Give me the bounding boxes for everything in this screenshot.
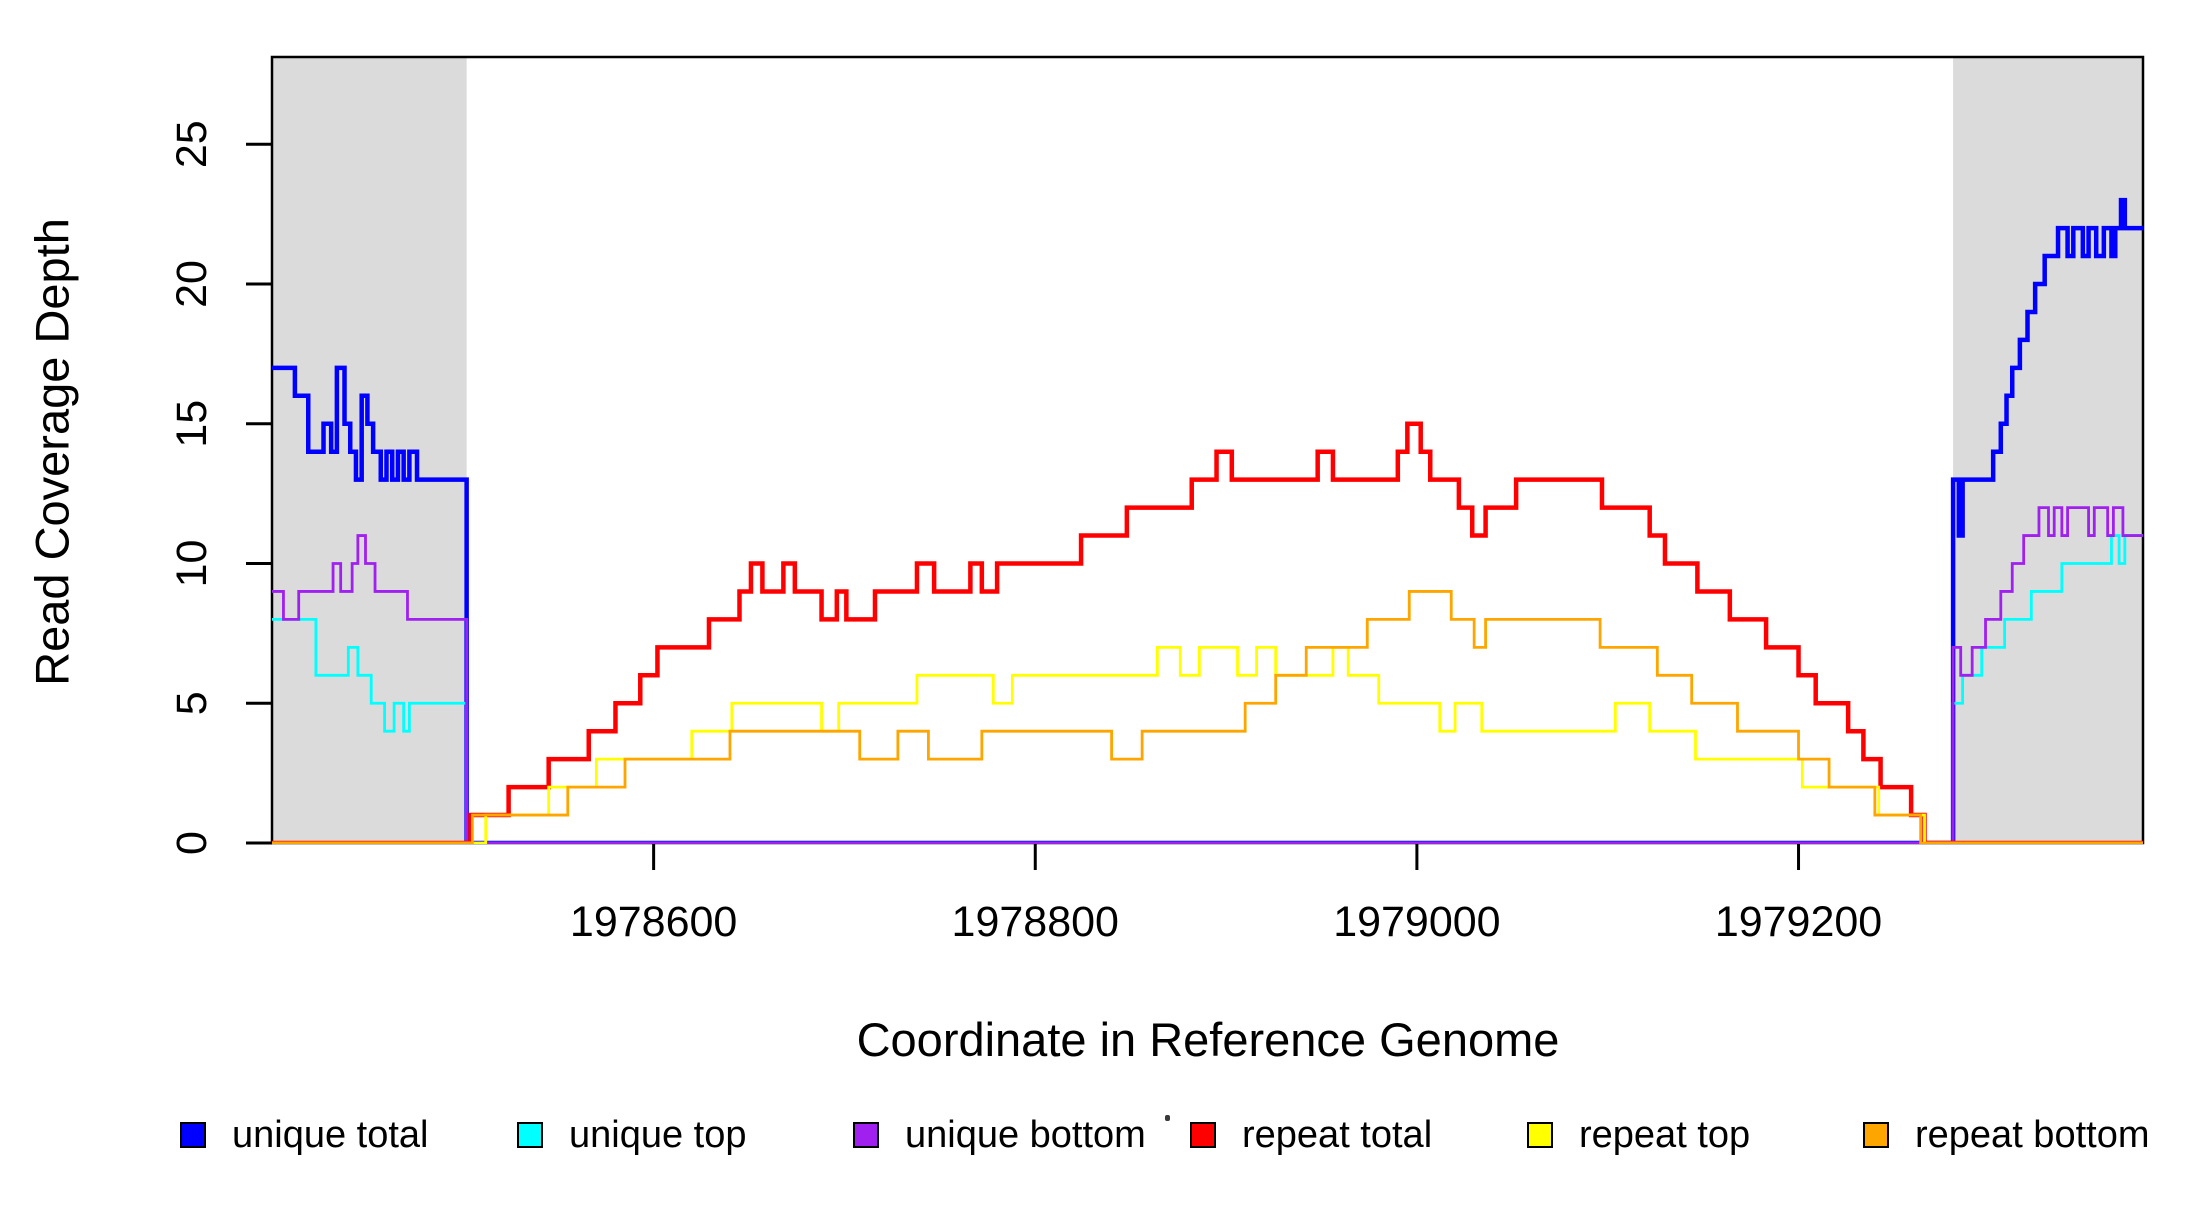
series-unique-total (272, 197, 2143, 844)
unique-total-swatch-icon (180, 1122, 206, 1148)
legend-entry-repeat-total: repeat total (1190, 1112, 1432, 1158)
legend: unique total unique top unique bottom re… (0, 1112, 2200, 1158)
unique-bottom-swatch-icon (853, 1122, 879, 1148)
x-axis-title: Coordinate in Reference Genome (856, 1013, 1560, 1066)
legend-label: repeat top (1579, 1114, 1751, 1156)
x-tick-label: 1979200 (1715, 898, 1882, 946)
legend-label: unique bottom (905, 1114, 1146, 1156)
series-unique-bottom (272, 506, 2143, 844)
y-tick-label: 10 (168, 540, 216, 588)
legend-label: repeat bottom (1915, 1114, 2150, 1156)
x-tick-label: 1978800 (952, 898, 1119, 946)
y-tick-label: 15 (168, 400, 216, 448)
series-group (272, 197, 2143, 844)
legend-entry-repeat-top: repeat top (1527, 1112, 1750, 1158)
legend-label: unique top (569, 1114, 747, 1156)
legend-entry-unique-total: unique total (180, 1112, 429, 1158)
x-tick-label: 1978600 (570, 898, 737, 946)
series-repeat-bottom (272, 590, 2143, 844)
series-unique-top (272, 534, 2143, 844)
repeat-bottom-swatch-icon (1863, 1122, 1889, 1148)
legend-label: unique total (232, 1114, 429, 1156)
series-repeat-top (272, 645, 2143, 844)
series-repeat-total (272, 421, 2143, 844)
y-tick-label: 25 (168, 120, 216, 168)
repeat-top-swatch-icon (1527, 1122, 1553, 1148)
shaded-flank-left (272, 57, 467, 843)
x-tick-label: 1979000 (1333, 898, 1500, 946)
y-tick-label: 5 (168, 691, 216, 715)
plot-border (270, 55, 2145, 845)
y-tick-label: 20 (168, 260, 216, 308)
legend-entry-unique-top: unique top (517, 1112, 747, 1158)
legend-entry-unique-bottom: unique bottom (853, 1112, 1146, 1158)
legend-label: repeat total (1242, 1114, 1433, 1156)
shaded-flank-right (1953, 57, 2143, 843)
unique-top-swatch-icon (517, 1122, 543, 1148)
stray-mark (1165, 1115, 1170, 1121)
legend-entry-repeat-bottom: repeat bottom (1863, 1112, 2149, 1158)
repeat-total-swatch-icon (1190, 1122, 1216, 1148)
y-tick-label: 0 (168, 831, 216, 855)
